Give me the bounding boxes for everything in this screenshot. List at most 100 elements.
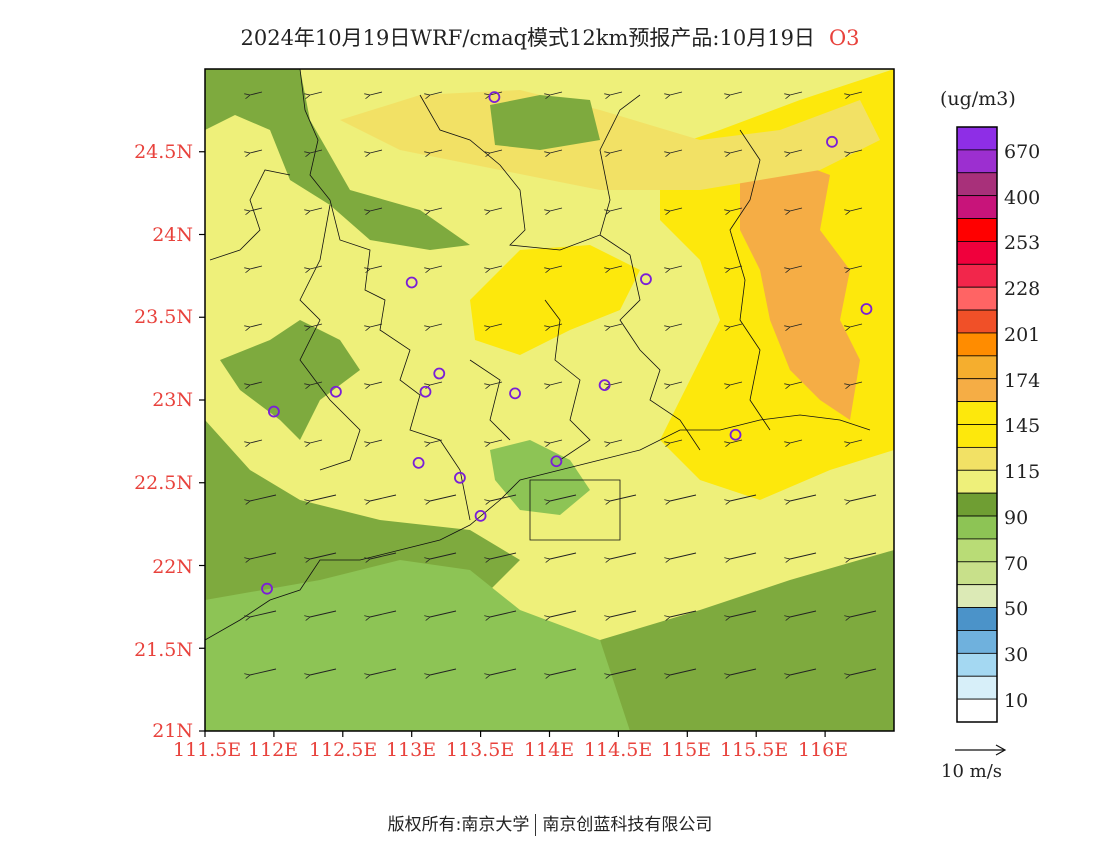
wind-arrow	[490, 149, 503, 153]
wind-arrow	[850, 91, 863, 95]
colorbar-segment	[956, 195, 998, 219]
wind-arrow	[850, 149, 863, 153]
colorbar	[956, 126, 998, 723]
station-marker	[598, 379, 611, 392]
colorbar-segment	[956, 492, 998, 517]
wind-arrow	[490, 610, 517, 617]
colorbar-label-70: 70	[1004, 553, 1029, 575]
wind-arrow	[610, 265, 623, 269]
region-north-green-core	[490, 95, 600, 150]
wind-arrow	[790, 552, 817, 559]
wind-arrow	[310, 610, 337, 617]
wind-arrow	[370, 552, 397, 559]
wind-arrow	[490, 552, 517, 559]
colorbar-label-115: 115	[1004, 461, 1041, 483]
region-northwest-hills	[205, 69, 470, 250]
colorbar-label-400: 400	[1004, 187, 1041, 209]
border-line	[599, 234, 701, 451]
wind-arrow	[250, 552, 277, 559]
wind-arrow	[730, 207, 743, 211]
colorbar-segment	[956, 469, 998, 494]
wind-arrow	[370, 381, 383, 385]
species-label: O3	[828, 26, 860, 50]
colorbar-segment	[956, 424, 998, 448]
wind-arrow	[310, 552, 337, 559]
lat-label-21-5: 21.5N	[134, 639, 193, 661]
border-line	[205, 414, 871, 641]
lon-label-114: 114E	[524, 739, 575, 761]
colorbar-label-670: 670	[1004, 141, 1041, 163]
wind-arrow	[250, 381, 263, 385]
wind-arrow	[250, 668, 277, 675]
colorbar-segment	[956, 561, 998, 586]
lat-label-22-5: 22.5N	[134, 472, 193, 494]
colorbar-segment	[956, 218, 998, 242]
region-west-green-core	[220, 320, 360, 440]
wind-arrow	[790, 149, 803, 153]
lon-label-113-5: 113.5E	[446, 739, 515, 761]
lon-label-112-5: 112.5E	[309, 739, 378, 761]
region-east-peak	[740, 160, 860, 420]
colorbar-segment	[956, 538, 998, 563]
wind-arrow	[610, 552, 637, 559]
colorbar-label-228: 228	[1004, 278, 1041, 300]
lat-label-23: 23N	[152, 389, 193, 411]
wind-arrow	[850, 668, 877, 675]
station-marker	[860, 303, 873, 315]
wind-scale-arrow	[955, 744, 1007, 756]
wind-arrow	[730, 439, 743, 443]
wind-arrow	[790, 265, 803, 269]
station-marker	[454, 471, 466, 484]
station-marker	[267, 405, 280, 418]
wind-arrow	[670, 610, 697, 617]
region-southeast-sea	[600, 550, 894, 731]
station-marker	[419, 385, 432, 398]
border-line	[529, 479, 621, 541]
wind-arrow	[610, 610, 637, 617]
wind-arrow	[610, 149, 623, 153]
wind-arrow	[670, 265, 683, 269]
wind-arrow	[370, 668, 397, 675]
wind-arrow	[250, 207, 263, 211]
wind-arrow	[310, 494, 337, 501]
colorbar-unit: (ug/m3)	[940, 88, 1016, 110]
wind-arrow	[370, 439, 383, 443]
lat-label-23-5: 23.5N	[134, 306, 193, 328]
wind-arrow	[550, 323, 563, 327]
wind-arrow	[370, 207, 383, 211]
wind-arrow	[730, 265, 743, 269]
axis-ticks	[199, 151, 826, 737]
colorbar-frame	[956, 126, 998, 723]
border-line	[729, 129, 771, 431]
wind-arrow	[250, 610, 277, 617]
wind-arrow	[730, 323, 743, 327]
wind-arrow	[430, 265, 443, 269]
colorbar-label-253: 253	[1004, 232, 1041, 254]
border-line	[299, 69, 471, 521]
wind-arrow	[610, 668, 637, 675]
wind-arrow	[790, 439, 803, 443]
region-layer	[205, 69, 894, 731]
lat-label-22: 22N	[152, 556, 193, 578]
wind-arrow	[250, 323, 263, 327]
wind-arrow	[490, 494, 517, 501]
wind-arrow	[250, 494, 277, 501]
colorbar-segment	[956, 607, 998, 631]
wind-arrow	[790, 494, 817, 501]
colorbar-segment	[956, 630, 998, 654]
wind-arrow	[250, 265, 263, 269]
lat-label-24-5: 24.5N	[134, 141, 193, 163]
colorbar-label-10: 10	[1004, 690, 1029, 712]
colorbar-segment	[956, 652, 998, 677]
wind-arrow	[550, 207, 563, 211]
colorbar-segment	[956, 286, 998, 311]
chart-title: 2024年10月19日WRF/cmaq模式12km预报产品:10月19日 O3	[0, 22, 1100, 52]
lon-label-114-5: 114.5E	[584, 739, 653, 761]
wind-arrow	[610, 91, 623, 95]
wind-arrow	[550, 149, 563, 153]
wind-arrow	[550, 265, 563, 269]
wind-arrow	[610, 494, 637, 501]
copyright-footer: 版权所有:南京大学 南京创蓝科技有限公司	[0, 810, 1100, 836]
wind-arrow	[730, 149, 743, 153]
